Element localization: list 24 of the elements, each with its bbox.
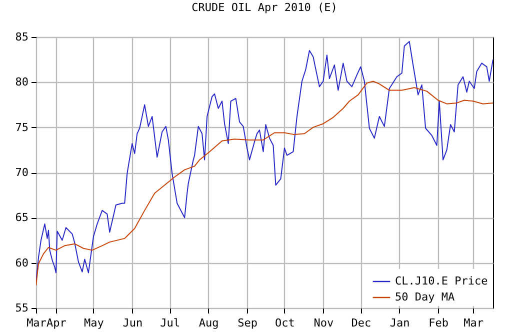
y-tick-label: 80 [15, 76, 28, 89]
x-tick-label: Jan [390, 316, 410, 330]
x-tick-label: Dec [351, 316, 372, 330]
x-tick-label: Aug [198, 316, 219, 330]
y-tick-label: 85 [15, 30, 28, 44]
x-tick-label: Nov [314, 316, 334, 330]
legend-label: CL.J10.E Price [395, 274, 488, 288]
x-tick-label: Sep [238, 316, 258, 330]
x-tick-label: Mar [26, 316, 47, 330]
x-tick-label: Oct [275, 316, 295, 330]
x-tick-label: Mar [464, 316, 484, 330]
y-tick-label: 70 [15, 166, 28, 179]
y-tick-label: 55 [15, 302, 28, 314]
y-tick-label: 60 [15, 256, 28, 270]
line-series [36, 80, 493, 286]
x-tick-label: Feb [428, 316, 448, 330]
y-tick-label: 65 [15, 211, 28, 224]
chart-title: CRUDE OIL Apr 2010 (E) [192, 1, 338, 14]
x-tick-label: May [84, 316, 104, 330]
legend-label: 50 Day MA [395, 290, 455, 304]
y-tick-label: 75 [15, 120, 28, 134]
x-tick-label: Apr [46, 316, 67, 330]
x-tick-label: Jun [122, 316, 143, 330]
x-tick-label: Jul [160, 316, 180, 330]
